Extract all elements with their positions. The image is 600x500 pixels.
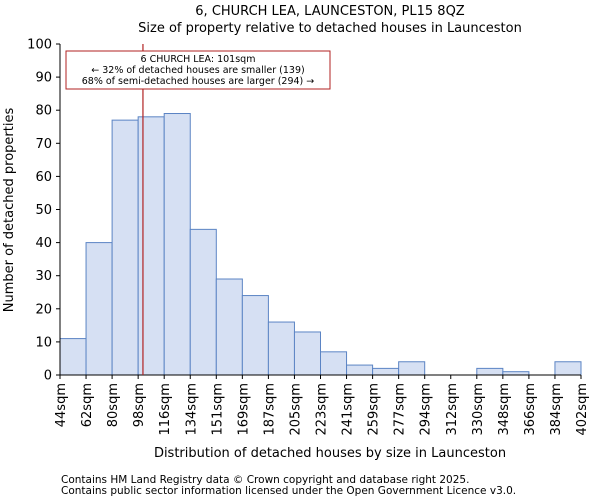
x-tick-label: 277sqm <box>393 383 408 436</box>
bar <box>163 113 191 376</box>
bar <box>59 338 87 376</box>
bar <box>346 364 374 376</box>
footer-line-1: Contains HM Land Registry data © Crown c… <box>61 474 469 486</box>
x-tick-label: 134sqm <box>184 383 199 436</box>
x-tick-label: 312sqm <box>445 383 460 436</box>
x-tick-label: 348sqm <box>497 383 512 436</box>
x-tick-label: 330sqm <box>471 383 486 436</box>
y-tick-label: 90 <box>35 71 52 86</box>
bar <box>267 321 295 376</box>
chart-title: 6, CHURCH LEA, LAUNCESTON, PL15 8QZ <box>195 4 465 19</box>
x-tick-label: 259sqm <box>367 383 382 436</box>
bar <box>215 278 243 376</box>
y-tick-label: 100 <box>27 38 52 53</box>
y-tick-label: 0 <box>44 369 52 384</box>
x-tick-label: 402sqm <box>575 383 590 436</box>
chart-subtitle: Size of property relative to detached ho… <box>138 21 522 36</box>
x-tick-label: 366sqm <box>523 383 538 436</box>
bars-group <box>59 113 582 376</box>
y-tick-label: 80 <box>35 104 52 119</box>
bar <box>320 351 348 376</box>
x-axis-label: Distribution of detached houses by size … <box>154 446 506 461</box>
x-tick-label: 80sqm <box>106 383 121 427</box>
bar <box>398 361 426 376</box>
annotation-line-2: ← 32% of detached houses are smaller (13… <box>91 65 304 76</box>
y-axis-ticks: 0 10 20 30 40 50 60 70 80 90 100 <box>27 38 60 384</box>
x-tick-label: 187sqm <box>262 383 277 436</box>
x-tick-label: 151sqm <box>210 383 225 436</box>
bar <box>189 228 217 376</box>
y-tick-label: 40 <box>35 236 52 251</box>
x-tick-label: 62sqm <box>80 383 95 427</box>
bar <box>111 119 139 376</box>
x-tick-label: 169sqm <box>236 383 251 436</box>
y-axis-label: Number of detached properties <box>2 108 17 313</box>
bar <box>241 295 269 376</box>
x-tick-label: 241sqm <box>341 383 356 436</box>
y-tick-label: 30 <box>35 269 52 284</box>
bar <box>293 331 322 376</box>
y-tick-label: 50 <box>35 203 52 218</box>
x-tick-label: 116sqm <box>158 383 173 436</box>
annotation-line-3: 68% of semi-detached houses are larger (… <box>82 76 315 87</box>
x-axis-ticks: 44sqm 62sqm 80sqm 98sqm 116sqm 134sqm 151sqm 16… <box>54 375 590 436</box>
y-tick-label: 20 <box>35 302 52 317</box>
y-tick-label: 60 <box>35 170 52 185</box>
y-tick-label: 70 <box>35 137 52 152</box>
bar <box>137 116 165 376</box>
footer-line-2: Contains public sector information licen… <box>61 485 516 497</box>
x-tick-label: 98sqm <box>132 383 147 427</box>
y-tick-label: 10 <box>35 335 52 350</box>
bar <box>85 242 113 376</box>
bar <box>372 367 400 376</box>
annotation-line-1: 6 CHURCH LEA: 101sqm <box>141 54 256 65</box>
x-tick-label: 223sqm <box>315 383 330 436</box>
x-tick-label: 294sqm <box>419 383 434 436</box>
bar <box>554 361 582 376</box>
x-tick-label: 384sqm <box>549 383 564 436</box>
bar <box>476 367 504 376</box>
x-tick-label: 44sqm <box>54 383 69 427</box>
annotation-box <box>65 50 331 90</box>
x-tick-label: 205sqm <box>288 383 303 436</box>
